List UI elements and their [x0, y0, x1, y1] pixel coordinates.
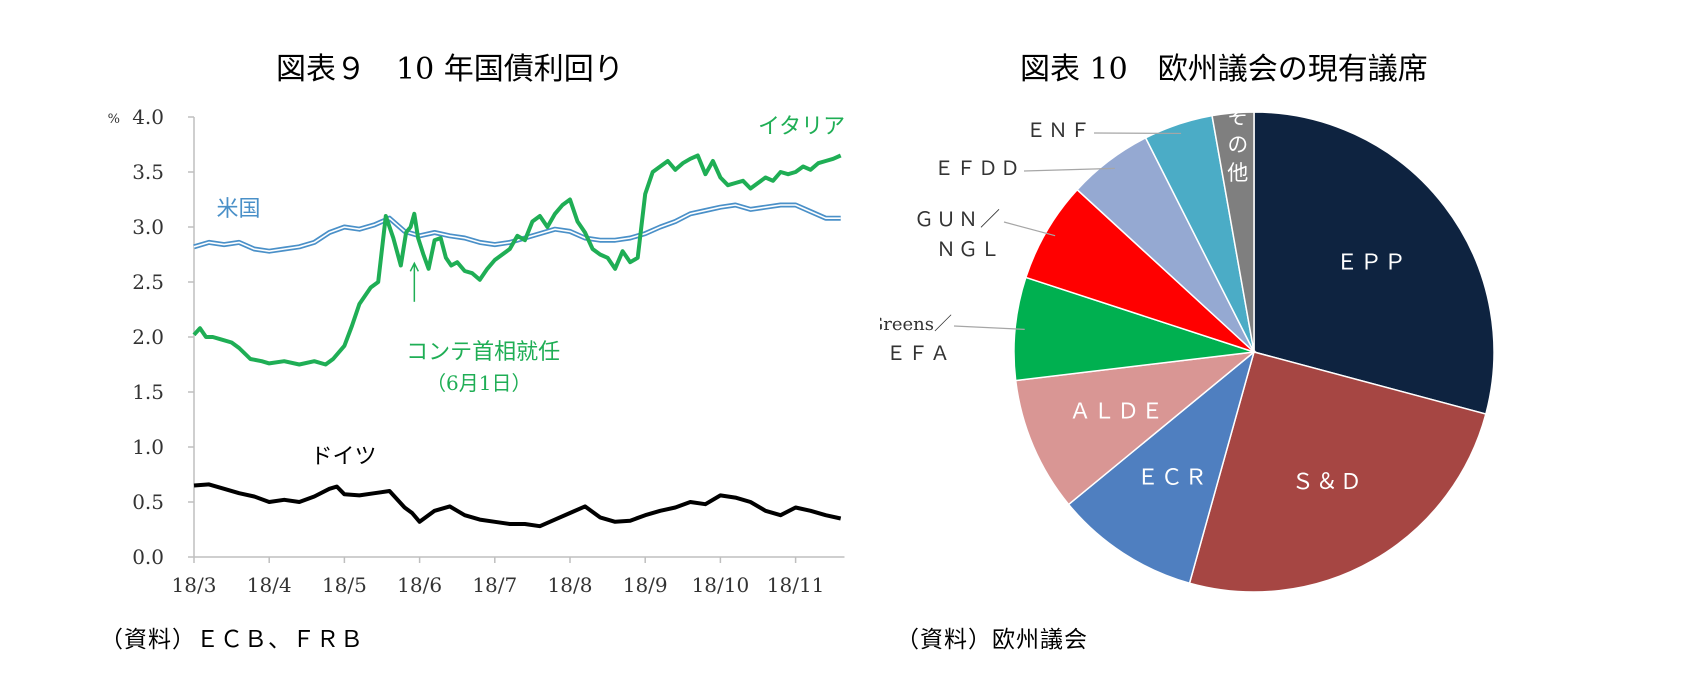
y-unit-label: % — [108, 112, 120, 127]
y-tick-label: 0.0 — [132, 545, 164, 569]
x-tick-label: 18/7 — [472, 573, 517, 597]
y-tick-label: 4.0 — [132, 105, 164, 129]
pie-leader-line — [1003, 221, 1056, 237]
x-tick-label: 18/8 — [548, 573, 593, 597]
y-tick-label: 3.5 — [132, 160, 164, 184]
source-note-european-parliament: （資料）欧州議会 — [896, 627, 1088, 653]
pie-label-inside: ＡＬＤＥ — [1069, 399, 1165, 424]
series-italy-line — [192, 153, 842, 367]
y-tick-label: 1.5 — [132, 380, 164, 404]
pie-slice-3 — [1014, 350, 1257, 506]
series-label-italy: イタリア — [758, 115, 845, 140]
y-tick-label: 2.0 — [132, 325, 164, 349]
pie-label-inside: ＥＣＲ — [1137, 466, 1209, 491]
pie-label-outside: Greens／ — [880, 314, 952, 335]
pie-slices — [1013, 111, 1495, 593]
pie-label-inside: ＥＰＰ — [1336, 250, 1408, 275]
pie-leader-line — [1023, 167, 1115, 172]
chart-title-bond-yields: 図表９ 10 年国債利回り — [276, 52, 624, 87]
bond-yield-line-chart: 0.0 0.5 1.0 1.5 2.0 2.5 3.0 3.5 4.0% 18/3 18/4 18/5… — [108, 105, 845, 597]
pie-slice-0 — [1253, 111, 1495, 415]
y-tick-label: 2.5 — [132, 270, 164, 294]
source-note-bond-yields: （資料）ＥＣＢ、ＦＲＢ — [100, 627, 364, 653]
pie-slice-8 — [1211, 111, 1255, 353]
pie-label-other: その他 — [1225, 105, 1249, 182]
pie-label-outside: ＥＦＡ — [886, 341, 952, 365]
pie-label-outside: ＥＮＦ — [1026, 118, 1092, 142]
x-tick-label: 18/6 — [397, 573, 442, 597]
x-tick-label: 18/4 — [247, 573, 292, 597]
y-tick-label: 3.0 — [132, 215, 164, 239]
annotation-label-line1: コンテ首相就任 — [406, 340, 560, 365]
line-chart-series — [192, 153, 842, 529]
series-germany-line — [193, 482, 842, 529]
pie-leader-line — [953, 325, 1025, 330]
pie-slice-2 — [1067, 349, 1256, 585]
series-us-line-inner — [193, 204, 841, 252]
x-tick-label: 18/3 — [172, 573, 217, 597]
x-tick-label: 18/5 — [322, 573, 367, 597]
y-tick-label: 0.5 — [132, 490, 164, 514]
chart-title-european-parliament: 図表 10 欧州議会の現有議席 — [1020, 52, 1428, 87]
x-tick-label: 18/11 — [767, 573, 825, 597]
pie-label-inside: Ｓ＆Ｄ — [1292, 470, 1364, 495]
annotation-label-line2: （6月1日） — [426, 371, 531, 395]
line-chart-labels: 0.0 0.5 1.0 1.5 2.0 2.5 3.0 3.5 4.0% 18/3 18/4 18/5… — [108, 105, 845, 597]
pie-slice-1 — [1188, 351, 1487, 593]
annotation-arrow-head — [409, 261, 420, 272]
pie-label-outside: ＥＦＤＤ — [934, 156, 1022, 180]
pie-label-outside: ＮＧＬ — [936, 237, 1002, 261]
y-tick-label: 1.0 — [132, 435, 164, 459]
x-tick-label: 18/10 — [692, 573, 750, 597]
x-tick-label: 18/9 — [623, 573, 668, 597]
pie-label-outside: ＧＵＮ／ — [914, 207, 1002, 231]
series-label-germany: ドイツ — [311, 445, 377, 470]
series-label-us: 米国 — [217, 197, 261, 222]
series-us-line — [193, 202, 841, 254]
